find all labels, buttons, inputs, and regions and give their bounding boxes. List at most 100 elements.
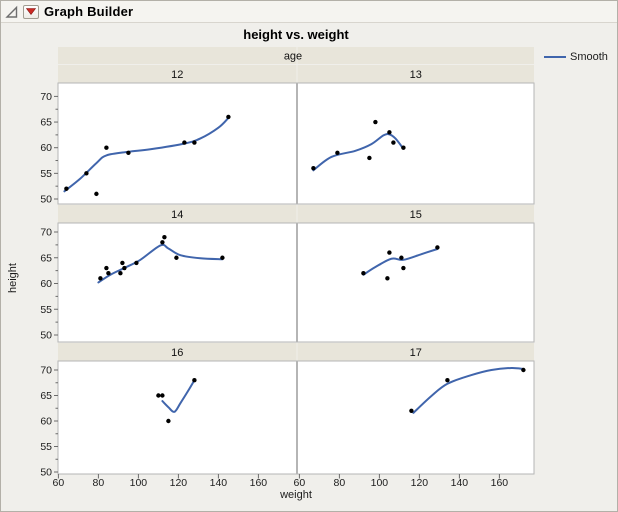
data-point: [120, 260, 125, 266]
red-triangle-menu-button[interactable]: [23, 4, 39, 19]
data-point: [122, 265, 127, 271]
panel-label-cell: [297, 65, 534, 83]
data-point: [166, 418, 171, 424]
panel-age-label: 14: [171, 209, 183, 221]
panel-label-cell: [297, 205, 534, 223]
data-point: [126, 150, 131, 156]
y-tick-label: 60: [40, 278, 52, 290]
data-point: [399, 255, 404, 260]
facet-label: age: [284, 51, 302, 63]
panel-age-label: 17: [410, 347, 422, 359]
x-tick-label: 120: [411, 477, 429, 489]
data-point: [118, 271, 123, 276]
data-point: [385, 276, 390, 281]
data-point: [445, 378, 450, 383]
data-point: [106, 271, 111, 276]
data-point: [361, 271, 366, 276]
y-axis-label: height: [7, 263, 19, 293]
data-point: [391, 140, 396, 145]
data-point: [174, 255, 179, 260]
legend-smooth-line-swatch: [544, 56, 566, 58]
data-point: [134, 260, 139, 266]
panel-age-label: 15: [410, 209, 422, 221]
y-tick-label: 50: [40, 194, 52, 206]
data-point: [311, 166, 316, 171]
panel-label-cell: [297, 343, 534, 361]
x-tick-label: 160: [491, 477, 509, 489]
panel-plot-area-age-12[interactable]: [57, 82, 297, 205]
window-title: Graph Builder: [44, 4, 134, 19]
data-point: [192, 378, 197, 383]
x-tick-label: 100: [130, 477, 148, 489]
y-tick-label: 70: [40, 227, 52, 239]
facet-header-strip: [58, 47, 297, 64]
y-tick-label: 65: [40, 390, 52, 402]
y-tick-label: 60: [40, 416, 52, 428]
smooth-line: [63, 116, 230, 193]
x-axis-label: weight: [280, 489, 312, 501]
data-point: [160, 240, 165, 245]
data-point: [156, 393, 161, 398]
smooth-line: [412, 366, 525, 414]
x-tick-label: 100: [371, 477, 389, 489]
panel-age-label: 16: [171, 347, 183, 359]
x-tick-label: 60: [294, 477, 306, 489]
y-tick-label: 65: [40, 252, 52, 264]
data-point: [192, 140, 197, 145]
smooth-line: [362, 247, 439, 276]
y-tick-label: 55: [40, 304, 52, 316]
data-point: [182, 140, 187, 145]
data-point: [64, 186, 69, 191]
data-point: [435, 245, 440, 250]
panel-plot-area-age-14[interactable]: [57, 222, 297, 343]
data-point: [367, 155, 372, 161]
data-point: [98, 276, 103, 281]
x-tick-label: 120: [170, 477, 188, 489]
data-point: [162, 234, 167, 240]
data-point: [373, 119, 378, 125]
facet-header-strip: [297, 47, 534, 64]
data-point: [401, 265, 406, 271]
y-tick-label: 50: [40, 467, 52, 479]
y-tick-label: 70: [40, 365, 52, 377]
legend: Smooth: [544, 51, 608, 63]
x-tick-label: 160: [250, 477, 268, 489]
data-point: [335, 150, 340, 156]
panel-plot-area-age-16[interactable]: [57, 360, 297, 475]
panel-label-cell: [58, 343, 297, 361]
y-tick-label: 65: [40, 117, 52, 129]
y-tick-label: 55: [40, 168, 52, 180]
panel-plot-area-age-15[interactable]: [297, 222, 535, 343]
y-tick-label: 55: [40, 441, 52, 453]
chart-title: height vs. weight: [243, 27, 349, 42]
data-point: [387, 130, 392, 135]
panel-label-cell: [58, 65, 297, 83]
smooth-line: [97, 243, 224, 284]
x-tick-label: 80: [93, 477, 105, 489]
x-tick-label: 60: [53, 477, 65, 489]
x-tick-label: 140: [210, 477, 228, 489]
smooth-line: [312, 133, 405, 172]
legend-label: Smooth: [570, 51, 608, 63]
data-point: [409, 408, 414, 413]
outline-header: Graph Builder: [1, 1, 617, 23]
x-tick-label: 80: [334, 477, 346, 489]
red-triangle-icon: [26, 8, 36, 15]
data-point: [160, 393, 165, 398]
panel-age-label: 13: [410, 69, 422, 81]
panel-plot-area-age-17[interactable]: [297, 360, 535, 475]
disclosure-triangle-icon[interactable]: [5, 5, 18, 19]
y-tick-label: 70: [40, 91, 52, 103]
data-point: [226, 114, 231, 120]
data-point: [521, 367, 526, 373]
data-point: [104, 145, 109, 150]
data-point: [84, 171, 89, 176]
data-point: [401, 145, 406, 150]
panel-plot-area-age-13[interactable]: [297, 82, 535, 205]
smooth-line: [161, 379, 196, 413]
data-point: [94, 191, 99, 197]
y-tick-label: 50: [40, 330, 52, 342]
panel-age-label: 12: [171, 69, 183, 81]
